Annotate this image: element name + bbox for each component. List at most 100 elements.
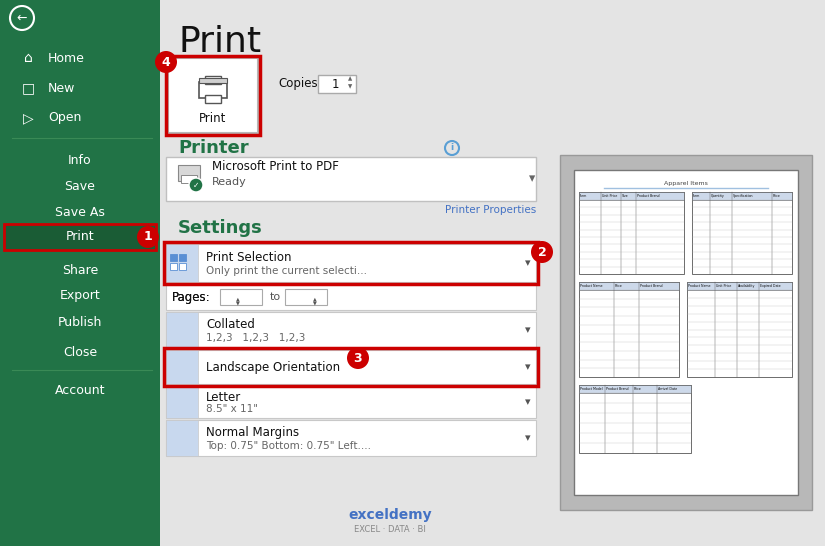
Text: ▾: ▾ (526, 433, 530, 443)
Bar (166, 56, 260, 135)
Bar (166, 157, 536, 201)
Circle shape (347, 347, 369, 369)
Text: Copies:: Copies: (278, 78, 322, 91)
Text: Print: Print (178, 25, 262, 59)
Bar (166, 284, 536, 310)
Text: Save: Save (64, 180, 96, 193)
Text: Print: Print (66, 230, 94, 244)
Text: ▲: ▲ (236, 296, 240, 301)
Circle shape (137, 226, 159, 248)
Text: Top: 0.75" Bottom: 0.75" Left....: Top: 0.75" Bottom: 0.75" Left.... (206, 441, 371, 451)
Text: Product Name: Product Name (688, 284, 710, 288)
Text: Price: Price (634, 387, 642, 391)
Text: Open: Open (48, 111, 82, 124)
Text: ←: ← (16, 11, 27, 25)
Bar (579, 282, 679, 290)
Text: Ready: Ready (212, 177, 247, 187)
Text: Price: Price (615, 284, 623, 288)
Bar (166, 312, 198, 348)
Bar (199, 82, 227, 98)
Text: 2: 2 (538, 246, 546, 258)
Text: Product Name: Product Name (580, 284, 602, 288)
Text: Only print the current selecti...: Only print the current selecti... (206, 266, 367, 276)
Circle shape (189, 178, 203, 192)
Text: Pages:: Pages: (172, 290, 210, 304)
Text: Pages:: Pages: (172, 290, 210, 304)
Text: Export: Export (59, 289, 101, 302)
Bar (579, 385, 691, 453)
Text: 1: 1 (332, 78, 340, 91)
Text: ▼: ▼ (236, 300, 240, 306)
Text: Product Brand: Product Brand (606, 387, 629, 391)
Text: ▼: ▼ (348, 85, 352, 90)
Bar (692, 192, 792, 274)
Bar (164, 348, 538, 386)
Text: 4: 4 (162, 56, 171, 68)
Text: to: to (270, 292, 281, 302)
Text: Quantity: Quantity (711, 194, 724, 198)
Bar (166, 420, 536, 456)
Text: Home: Home (48, 51, 85, 64)
Text: Product Brand: Product Brand (637, 194, 659, 198)
Text: Unit Price: Unit Price (602, 194, 617, 198)
Bar (205, 95, 221, 103)
Text: Specification: Specification (733, 194, 753, 198)
Text: i: i (450, 144, 454, 152)
Text: Share: Share (62, 264, 98, 276)
Text: Account: Account (54, 383, 106, 396)
Text: Collated: Collated (206, 318, 255, 331)
Text: Item: Item (693, 194, 700, 198)
Bar (687, 282, 792, 290)
Text: Price: Price (773, 194, 781, 198)
Text: Printer: Printer (178, 139, 248, 157)
Bar (579, 192, 684, 274)
Bar (579, 385, 691, 393)
Circle shape (531, 241, 553, 263)
Bar (166, 350, 536, 384)
Text: Product Model: Product Model (580, 387, 602, 391)
Bar (4, 224, 156, 250)
Text: Expired Date: Expired Date (760, 284, 780, 288)
Bar (166, 386, 536, 418)
Text: ▷: ▷ (23, 111, 33, 125)
Bar (692, 192, 792, 200)
Text: 8.5" x 11": 8.5" x 11" (206, 404, 258, 414)
Text: 1,2,3   1,2,3   1,2,3: 1,2,3 1,2,3 1,2,3 (206, 333, 305, 343)
Bar (166, 350, 198, 384)
Bar (179, 263, 186, 270)
Text: Normal Margins: Normal Margins (206, 426, 299, 439)
Text: Microsoft Print to PDF: Microsoft Print to PDF (212, 161, 339, 174)
Text: Apparel Items: Apparel Items (664, 181, 708, 187)
Text: Availability: Availability (738, 284, 756, 288)
Bar (178, 165, 200, 181)
Bar (166, 312, 536, 348)
Text: Landscape Orientation: Landscape Orientation (206, 360, 340, 373)
Bar (579, 282, 679, 377)
Circle shape (155, 51, 177, 73)
Bar (220, 289, 262, 305)
Text: □: □ (21, 81, 35, 95)
Text: ⌂: ⌂ (24, 51, 32, 65)
Text: Save As: Save As (55, 205, 105, 218)
Text: Settings: Settings (178, 219, 262, 237)
Bar (574, 170, 798, 495)
Bar (0, 0, 160, 546)
Text: ▾: ▾ (529, 173, 535, 186)
Text: 3: 3 (354, 352, 362, 365)
Text: 1: 1 (144, 230, 153, 244)
Text: Letter: Letter (206, 391, 241, 403)
Bar (166, 386, 198, 418)
Text: ▲: ▲ (348, 76, 352, 81)
Text: Arrival Date: Arrival Date (658, 387, 677, 391)
Bar (205, 76, 221, 84)
Text: ▼: ▼ (314, 300, 317, 306)
Text: EXCEL · DATA · BI: EXCEL · DATA · BI (354, 525, 426, 535)
Bar (318, 75, 356, 93)
Bar (168, 58, 258, 133)
Text: ▾: ▾ (526, 397, 530, 407)
Bar (170, 263, 177, 270)
Bar (285, 289, 327, 305)
Bar (181, 175, 197, 183)
Text: exceldemy: exceldemy (348, 508, 431, 522)
Text: Product Brand: Product Brand (640, 284, 662, 288)
